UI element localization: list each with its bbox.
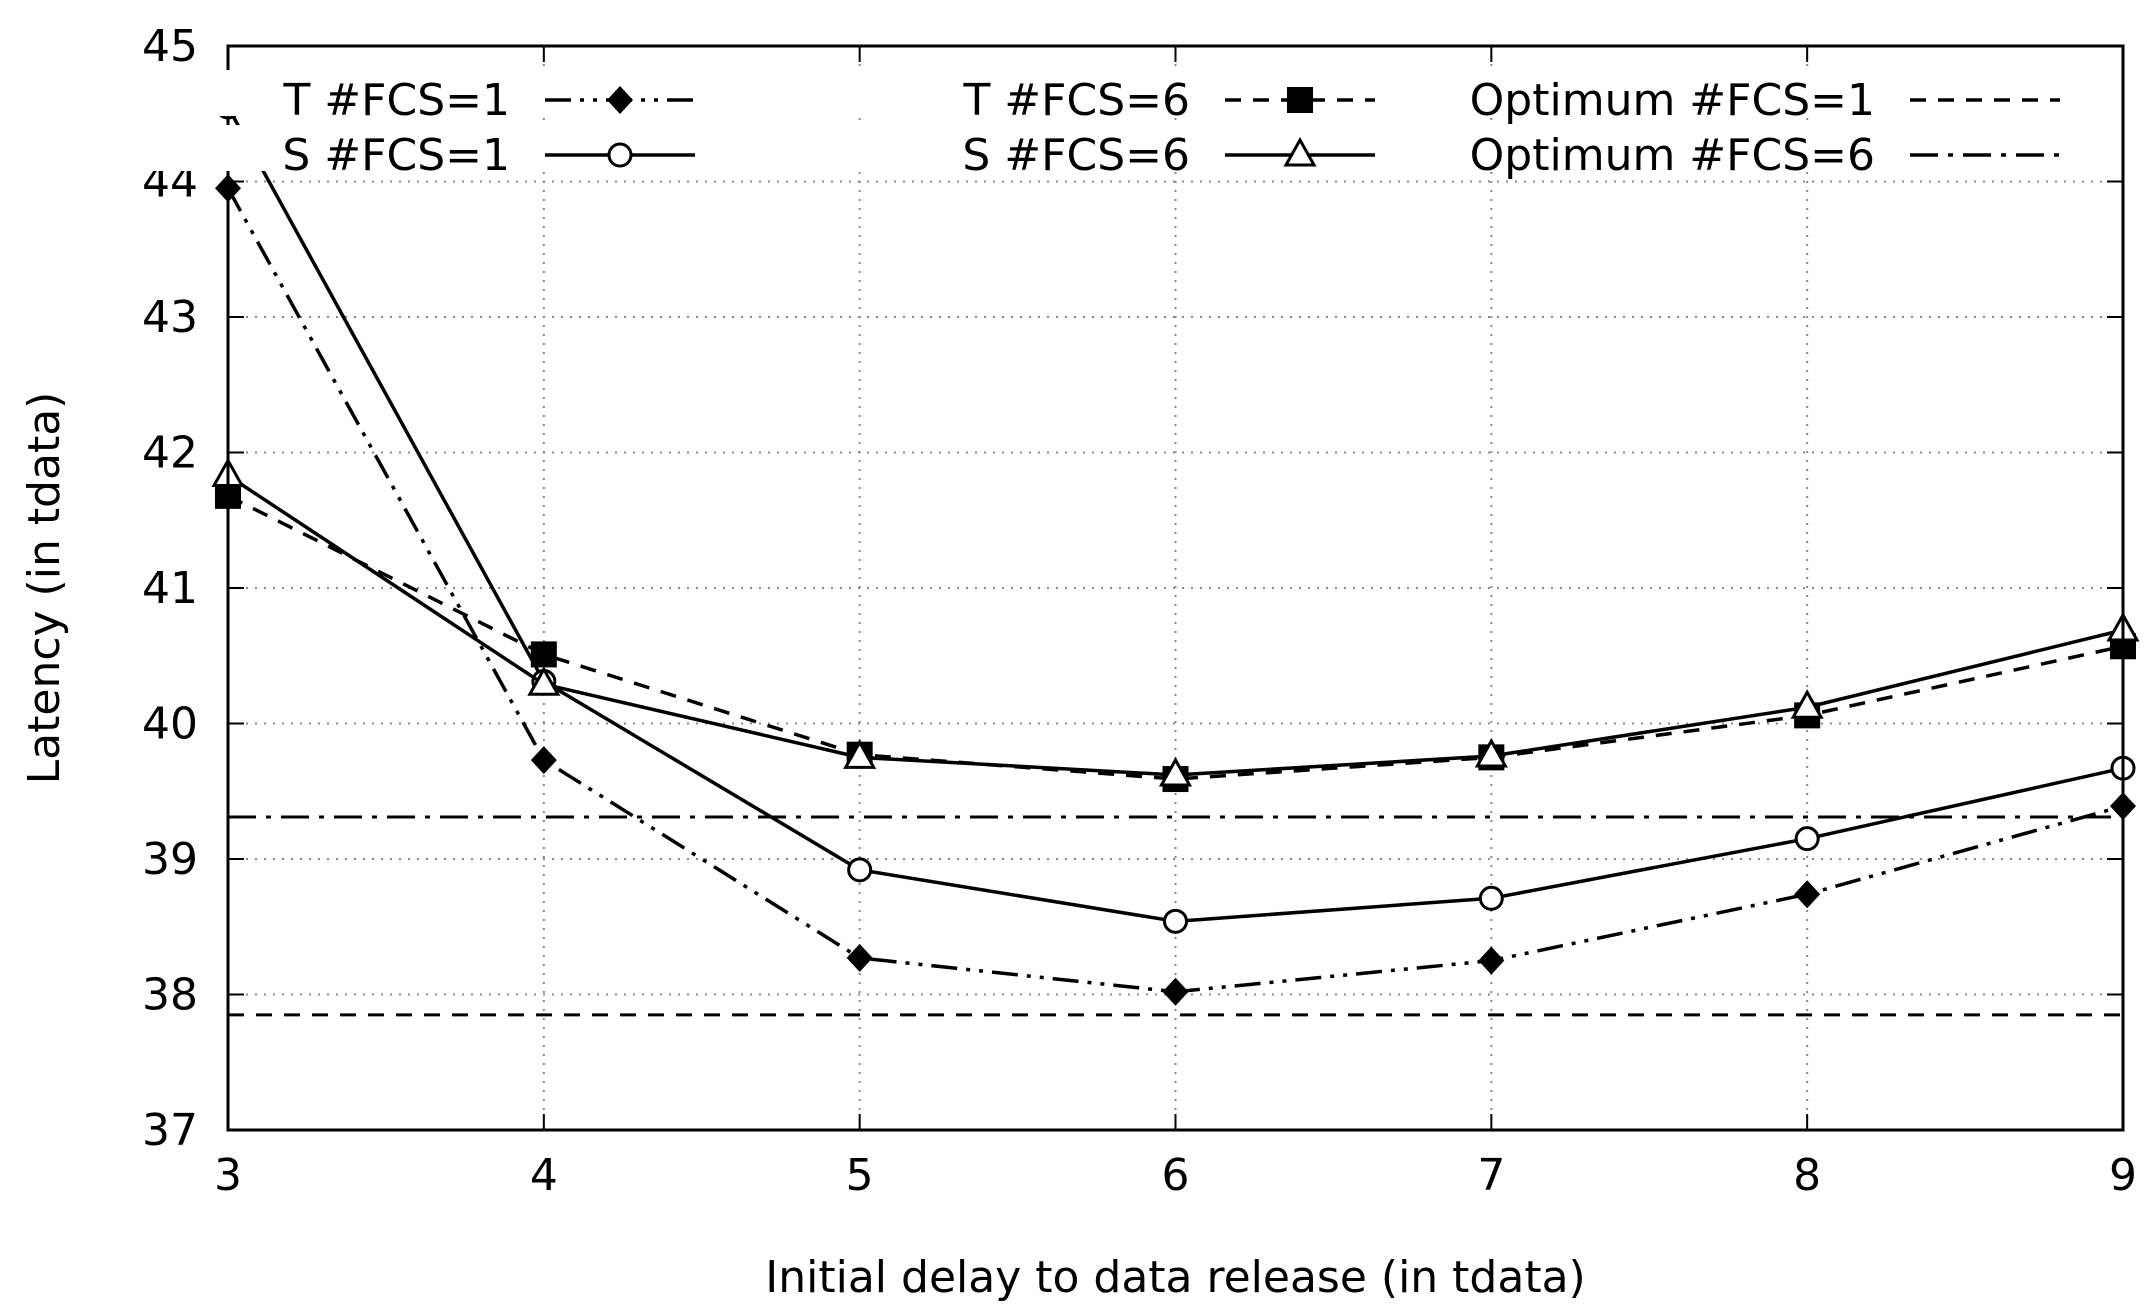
axis-ticks xyxy=(227,45,2124,1131)
legend-label-t1: T #FCS=1 xyxy=(282,75,510,126)
legend-background-s6 xyxy=(700,125,1385,171)
series-t1 xyxy=(215,174,2136,1006)
point-s6-5 xyxy=(843,739,877,769)
y-tick-label-38: 38 xyxy=(142,970,198,1021)
y-tick-label-40: 40 xyxy=(142,699,198,750)
y-tick-label-45: 45 xyxy=(142,21,198,72)
point-t1-6 xyxy=(1162,977,1189,1006)
y-tick-label-37: 37 xyxy=(142,1105,198,1156)
legend-entry-s1: S #FCS=1 xyxy=(20,125,705,181)
point-s1-6 xyxy=(1163,908,1188,934)
reference-lines xyxy=(228,815,2123,1017)
point-s1-7 xyxy=(1478,885,1504,911)
legend-marker-t6 xyxy=(1287,87,1313,113)
x-tick-label-8: 8 xyxy=(1793,1150,1821,1201)
x-tick-label-3: 3 xyxy=(214,1150,242,1201)
legend-label-opt1: Optimum #FCS=1 xyxy=(1470,75,1875,126)
point-s6-4 xyxy=(527,666,561,696)
point-s6-6 xyxy=(1158,756,1193,787)
point-t1-7 xyxy=(1478,946,1505,975)
point-t6-4 xyxy=(530,641,557,668)
y-tick-label-41: 41 xyxy=(142,563,198,614)
x-axis-label: Initial delay to data release (in tdata) xyxy=(765,1252,1585,1303)
point-t1-4 xyxy=(530,746,557,775)
point-s6-7 xyxy=(1474,737,1508,768)
legend-label-opt6: Optimum #FCS=6 xyxy=(1470,130,1875,181)
x-tick-label-9: 9 xyxy=(2109,1150,2137,1201)
legend-label-t6: T #FCS=6 xyxy=(962,75,1190,126)
point-t1-8 xyxy=(1794,880,1821,909)
y-tick-label-42: 42 xyxy=(142,428,198,479)
legend-marker-s1 xyxy=(607,142,633,168)
x-tick-label-5: 5 xyxy=(846,1150,874,1201)
point-s1-5 xyxy=(847,857,873,883)
point-t1-5 xyxy=(846,943,873,972)
legend-entry-t6: T #FCS=6 xyxy=(700,70,1385,126)
point-s6-8 xyxy=(1790,689,1824,719)
legend-entry-opt6: Optimum #FCS=6 xyxy=(1385,125,2070,181)
legend-background-s1 xyxy=(20,125,705,171)
grid-lines xyxy=(228,46,2123,1130)
x-tick-label-4: 4 xyxy=(530,1150,558,1201)
legend-background-opt1 xyxy=(1385,70,2070,116)
point-s1-8 xyxy=(1794,826,1820,852)
legend-entry-opt1: Optimum #FCS=1 xyxy=(1385,70,2070,126)
legend-marker-s6 xyxy=(1283,136,1317,167)
x-tick-label-7: 7 xyxy=(1477,1150,1505,1201)
legend-background-opt6 xyxy=(1385,125,2070,171)
legend: T #FCS=1S #FCS=1 T #FCS=6S #FCS=6 Optimum … xyxy=(20,70,2070,181)
x-tick-label-6: 6 xyxy=(1162,1150,1190,1201)
y-tick-label-39: 39 xyxy=(142,834,198,885)
y-tick-label-43: 43 xyxy=(142,292,198,343)
legend-marker-t1 xyxy=(607,86,633,114)
legend-background-t6 xyxy=(700,70,1385,116)
y-axis-label: Latency (in tdata) xyxy=(19,392,70,785)
legend-label-s1: S #FCS=1 xyxy=(282,130,510,181)
legend-label-s6: S #FCS=6 xyxy=(962,130,1190,181)
legend-entry-t1: T #FCS=1 xyxy=(20,70,705,126)
legend-background-t1 xyxy=(20,70,705,116)
legend-entry-s6: S #FCS=6 xyxy=(700,125,1385,181)
